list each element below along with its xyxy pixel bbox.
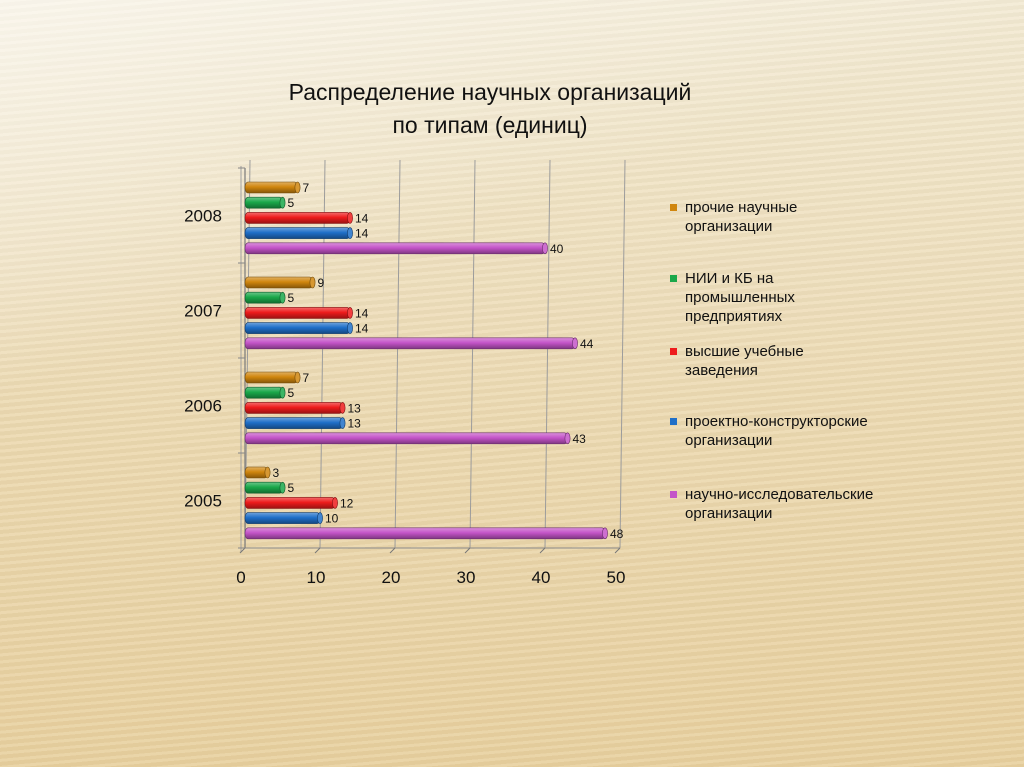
legend-swatch-industrial-institutes [670, 275, 677, 282]
x-tick-mark-0 [239, 547, 246, 554]
data-label-2007-series-2: 14 [355, 306, 369, 320]
bar-2006-series-4 [244, 432, 568, 445]
bar-cap-2005-series-3 [317, 512, 323, 524]
bar-cap-2006-series-3 [339, 417, 346, 429]
bar-2005-series-2 [244, 497, 336, 509]
x-tick-mark-4 [539, 547, 546, 554]
gridline-2 [394, 159, 401, 549]
bar-2007-series-4 [244, 337, 576, 350]
bar-cap-2005-series-1 [279, 481, 286, 494]
gridline-1 [319, 159, 326, 549]
data-label-2005-series-2: 12 [340, 496, 354, 510]
bar-2005-series-3 [244, 512, 321, 524]
bar-cap-2007-series-3 [347, 322, 353, 334]
x-tick-label-2: 20 [382, 568, 401, 587]
data-label-2006-series-3: 13 [348, 417, 362, 431]
bar-2005-series-0 [244, 466, 268, 479]
y-tick-label-2008: 2008 [184, 207, 222, 226]
data-label-2007-series-3: 14 [355, 322, 369, 336]
data-label-2007-series-0: 9 [318, 276, 325, 290]
data-label-2008-series-3: 14 [355, 227, 369, 241]
bar-cap-2007-series-1 [279, 291, 286, 304]
chart-title-line-2: по типам (единиц) [392, 112, 588, 138]
legend-label-research-institutes: научно-исследовательские организации [685, 486, 874, 522]
gridline-5 [619, 159, 626, 549]
bar-cap-2008-series-0 [294, 181, 301, 194]
bar-2006-series-0 [244, 371, 298, 384]
bar-cap-2005-series-2 [332, 497, 338, 509]
legend-swatch-design-bureaus [670, 418, 677, 425]
bar-cap-2007-series-2 [347, 307, 353, 319]
data-label-2006-series-4: 43 [573, 432, 587, 446]
y-tick-label-2007: 2007 [184, 302, 222, 321]
data-label-2006-series-2: 13 [348, 401, 362, 415]
data-label-2008-series-2: 14 [355, 211, 369, 225]
data-label-2008-series-1: 5 [288, 196, 295, 210]
bar-2005-series-4 [244, 527, 606, 540]
bar-2008-series-4 [244, 242, 546, 255]
bar-cap-2008-series-1 [279, 196, 286, 209]
legend-label-other: прочие научные организации [685, 199, 798, 235]
bar-cap-2006-series-4 [564, 432, 571, 445]
legend-label-industrial-institutes: НИИ и КБ на промышленных предприятиях [685, 270, 795, 325]
bar-2008-series-3 [244, 227, 351, 239]
bar-2005-series-1 [244, 481, 283, 494]
data-label-2006-series-0: 7 [303, 371, 310, 385]
bar-2006-series-3 [244, 417, 343, 429]
bar-2006-series-1 [244, 386, 283, 399]
data-label-2005-series-4: 48 [610, 527, 624, 541]
bar-cap-2006-series-0 [294, 371, 301, 384]
x-tick-mark-5 [614, 547, 621, 554]
y-tick-label-2005: 2005 [184, 492, 222, 511]
bar-cap-2008-series-3 [347, 227, 353, 239]
data-label-2005-series-3: 10 [325, 512, 339, 526]
legend-label-universities: высшие учебные заведения [685, 343, 804, 379]
bar-cap-2006-series-2 [339, 402, 346, 414]
bar-cap-2007-series-0 [309, 276, 316, 289]
x-tick-mark-2 [389, 547, 396, 554]
bar-cap-2005-series-4 [602, 527, 608, 540]
bar-2007-series-0 [244, 276, 313, 289]
bar-cap-2008-series-4 [542, 242, 548, 255]
y-tick-label-2006: 2006 [184, 397, 222, 416]
data-label-2007-series-1: 5 [288, 291, 295, 305]
bar-cap-2008-series-2 [347, 212, 353, 224]
chart-title-line-1: Распределение научных организаций [288, 79, 692, 105]
data-label-2006-series-1: 5 [288, 386, 295, 400]
bar-2007-series-1 [244, 291, 283, 304]
x-tick-label-3: 30 [457, 568, 476, 587]
bar-2007-series-3 [244, 322, 351, 334]
x-tick-mark-3 [464, 547, 471, 554]
legend-swatch-universities [670, 348, 677, 355]
bar-cap-2005-series-0 [264, 466, 271, 479]
data-label-2008-series-0: 7 [303, 181, 310, 195]
x-tick-label-0: 0 [236, 568, 245, 587]
data-label-2007-series-4: 44 [580, 337, 594, 351]
legend-swatch-other [670, 204, 677, 211]
data-label-2005-series-1: 5 [288, 481, 295, 495]
bar-2008-series-2 [244, 212, 351, 224]
data-label-2005-series-0: 3 [273, 466, 280, 480]
data-label-2008-series-4: 40 [550, 242, 564, 256]
legend-swatch-research-institutes [670, 491, 677, 498]
x-tick-label-5: 50 [607, 568, 626, 587]
bar-2006-series-2 [244, 402, 343, 414]
bar-2008-series-1 [244, 196, 283, 209]
x-tick-label-4: 40 [532, 568, 551, 587]
chart-title: Распределение научных организаций по тип… [230, 76, 750, 142]
x-tick-mark-1 [314, 547, 321, 554]
bar-cap-2006-series-1 [279, 386, 286, 399]
bar-cap-2007-series-4 [572, 337, 578, 350]
bar-2008-series-0 [244, 181, 298, 194]
bar-2007-series-2 [244, 307, 351, 319]
legend-label-design-bureaus: проектно-конструкторские организации [685, 413, 868, 449]
gridline-4 [544, 159, 551, 549]
x-tick-label-1: 10 [307, 568, 326, 587]
gridline-3 [469, 159, 476, 549]
